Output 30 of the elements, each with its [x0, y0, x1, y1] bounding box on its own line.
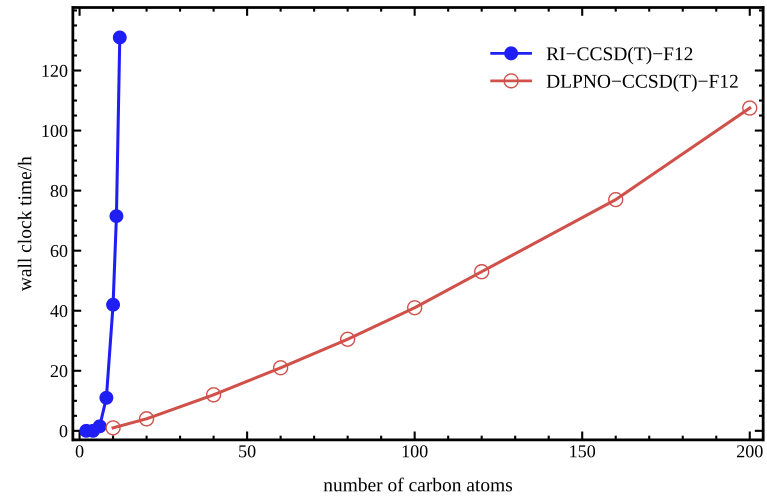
point: [474, 264, 490, 280]
point: [742, 100, 758, 116]
x-tick-label: 100: [402, 445, 428, 458]
x-tick-label: 150: [570, 445, 596, 458]
point: [206, 387, 222, 402]
y-axis-title: wall clock time/h: [18, 156, 32, 292]
y-tick-label: 80: [50, 184, 68, 198]
legend-label: RI−CCSD(T)−F12: [546, 46, 692, 64]
y-tick-label: 20: [50, 365, 68, 378]
point: [105, 420, 121, 436]
point: [99, 390, 114, 405]
y-tick-label: 40: [50, 304, 68, 318]
y-tick-label: 100: [42, 124, 68, 138]
x-axis-title: number of carbon atoms: [324, 478, 512, 492]
x-tick-label: 200: [737, 445, 763, 458]
point: [112, 30, 127, 44]
y-tick-label: 0: [60, 425, 68, 438]
legend-label: DLPNO−CCSD(T)−F12: [546, 74, 738, 92]
y-tick-label: 60: [50, 244, 68, 258]
point: [272, 360, 288, 376]
x-tick-label: 0: [76, 445, 84, 458]
y-tick-label: 120: [42, 64, 68, 77]
x-tick-label: 50: [239, 445, 256, 458]
point: [340, 332, 356, 347]
point: [407, 300, 422, 316]
point: [138, 411, 154, 426]
point: [109, 209, 124, 224]
point: [106, 298, 120, 312]
point: [608, 192, 624, 208]
point: [92, 419, 107, 434]
